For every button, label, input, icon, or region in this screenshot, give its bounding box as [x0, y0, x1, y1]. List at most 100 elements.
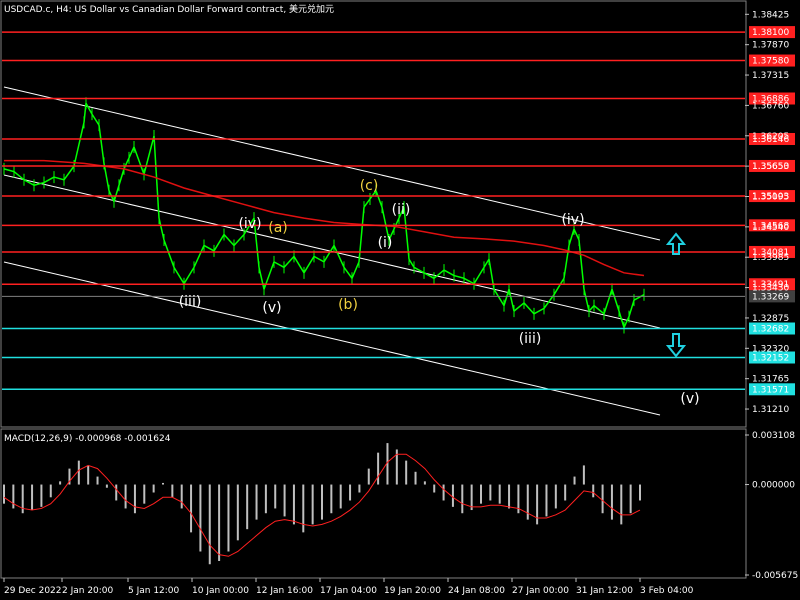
candle-segment — [33, 181, 45, 187]
price-tick-label: 1.36205 — [752, 132, 789, 142]
candle-segment — [23, 179, 35, 186]
resistance-level-label: 1.38100 — [752, 28, 789, 38]
price-tick-label: 1.33985 — [752, 253, 789, 263]
candle-segment — [193, 245, 205, 268]
macd-signal-line — [3, 453, 641, 557]
candle-segment — [628, 299, 635, 317]
candle-segment — [303, 256, 315, 274]
time-axis: 29 Dec 2022 2 Jan 20:00 5 Jan 12:00 10 Jan … — [3, 578, 694, 596]
wave-label: (iii) — [179, 294, 202, 310]
wave-label: (i) — [378, 235, 393, 251]
time-tick-label: 3 Feb 04:00 — [640, 586, 694, 596]
support-level-label: 1.31571 — [752, 385, 789, 395]
candle-segment — [233, 234, 245, 246]
candle-segment — [313, 255, 325, 263]
wave-label: (v) — [680, 391, 699, 407]
candle-segment — [578, 239, 585, 290]
candle-segment — [408, 258, 415, 268]
price-tick-label: 1.37870 — [752, 41, 789, 51]
resistance-level-tag — [749, 219, 795, 232]
candle-segment — [513, 302, 525, 312]
candle-segment — [381, 207, 390, 241]
candle-segment — [13, 171, 25, 181]
resistance-level-label: 1.33491 — [752, 280, 789, 290]
candle-segment — [593, 305, 605, 315]
candlestick-series — [3, 97, 645, 334]
price-tick-label: 1.33430 — [752, 284, 789, 294]
candle-segment — [369, 190, 377, 200]
candle-segment — [73, 122, 85, 167]
support-level-tag — [749, 383, 795, 396]
candle-segment — [158, 217, 165, 241]
candle-segment — [603, 288, 613, 315]
time-tick-label: 12 Jan 16:00 — [256, 586, 313, 596]
candle-segment — [128, 146, 135, 159]
candle-segment — [388, 228, 395, 241]
candle-segment — [463, 277, 475, 285]
candle-segment — [503, 289, 510, 306]
price-tick-label: 1.38425 — [752, 10, 789, 20]
wave-label: (c) — [360, 178, 379, 194]
candle-segment — [493, 288, 505, 307]
support-level-label: 1.32152 — [752, 354, 789, 364]
resistance-level-tag — [749, 159, 795, 172]
time-tick-label: 5 Jan 12:00 — [128, 586, 180, 596]
candle-segment — [153, 135, 160, 219]
current-price-tag — [749, 290, 795, 303]
candle-segment — [183, 266, 195, 285]
candle-segment — [103, 163, 110, 191]
candle-segment — [363, 198, 371, 208]
candle-segment — [543, 294, 555, 309]
time-tick-label: 31 Jan 12:00 — [576, 586, 633, 596]
candle-segment — [403, 207, 410, 260]
ma-path — [4, 159, 645, 277]
candle-segment — [358, 207, 365, 262]
horizontal-levels[interactable]: 1.38100 1.37580 1.36886 1.36146 1.35653 1.351… — [2, 26, 795, 396]
resistance-level-tag — [749, 26, 795, 39]
resistance-level-label: 1.35103 — [752, 192, 789, 202]
time-tick-label: 10 Jan 00:00 — [192, 586, 249, 596]
candle-segment — [91, 113, 100, 126]
resistance-level-label: 1.37580 — [752, 57, 789, 67]
chart-title: USDCAD.c, H4: US Dollar vs Canadian Doll… — [4, 3, 334, 15]
candle-segment — [523, 302, 535, 315]
candle-segment — [113, 185, 120, 202]
time-tick-label: 2 Jan 20:00 — [62, 586, 114, 596]
candle-segment — [423, 272, 435, 279]
candle-segment — [533, 307, 545, 315]
current-price-label: 1.33269 — [752, 292, 789, 302]
candle-segment — [611, 288, 620, 312]
support-level-tag — [749, 322, 795, 335]
wave-label: (b) — [338, 297, 358, 313]
price-tick-label: 1.35095 — [752, 192, 789, 202]
candle-segment — [118, 168, 125, 186]
candle-segment — [243, 217, 255, 235]
macd-tick-label: 0.003108 — [752, 431, 795, 441]
candle-segment — [398, 206, 405, 219]
price-tick-label: 1.34540 — [752, 223, 789, 233]
resistance-level-tag — [749, 245, 795, 258]
candle-segment — [273, 261, 285, 268]
wave-label: (iv) — [561, 212, 584, 228]
price-tick-label: 1.31765 — [752, 375, 789, 385]
candle-segment — [623, 316, 630, 328]
candle-segment — [453, 274, 465, 280]
resistance-level-label: 1.36146 — [752, 135, 789, 145]
candle-segment — [433, 269, 445, 279]
macd-tick-label: -0.005675 — [752, 571, 798, 581]
candle-segment — [283, 255, 295, 268]
candle-segment — [253, 218, 260, 268]
candle-segment — [223, 234, 235, 246]
candle-segment — [568, 228, 575, 246]
candle-segment — [143, 135, 155, 175]
candle-segment — [343, 266, 353, 279]
time-tick-label: 27 Jan 00:00 — [512, 586, 569, 596]
price-tick-label: 1.36760 — [752, 101, 789, 111]
candle-segment — [483, 258, 490, 268]
candle-segment — [333, 245, 345, 268]
signal-arrows — [665, 232, 687, 358]
candle-segment — [375, 190, 383, 208]
resistance-level-tag — [749, 92, 795, 105]
